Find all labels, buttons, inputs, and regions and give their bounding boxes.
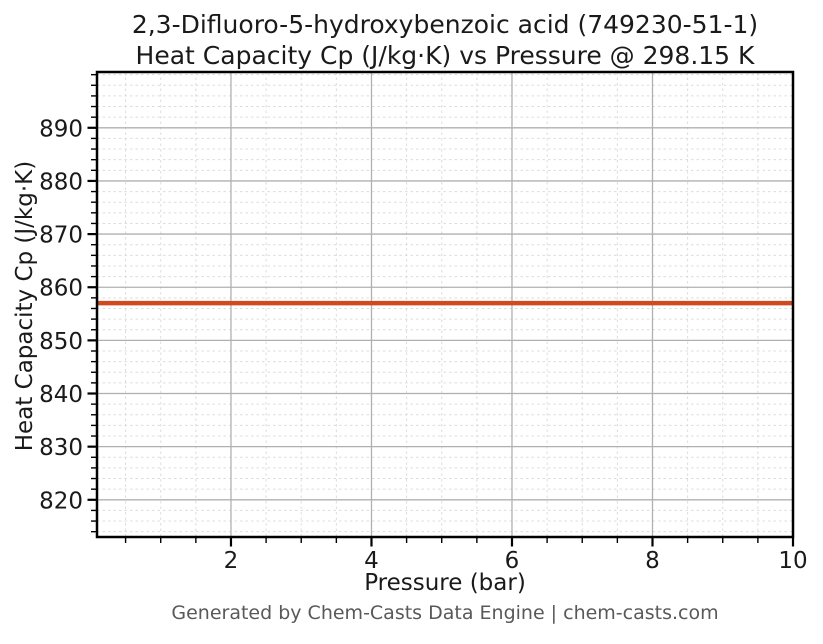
x-tick-label: 6 [505,548,520,574]
footer-credit: Generated by Chem-Casts Data Engine | ch… [171,602,719,624]
y-tick-label: 830 [39,435,83,461]
y-tick-label: 840 [39,382,83,408]
chart-title: 2,3-Difluoro-5-hydroxybenzoic acid (7492… [97,9,793,71]
chart-title-line2: Heat Capacity Cp (J/kg·K) vs Pressure @ … [135,41,755,70]
y-tick-label: 880 [39,169,83,195]
chart-title-line1: 2,3-Difluoro-5-hydroxybenzoic acid (7492… [131,10,759,39]
plot-border [95,70,795,539]
y-axis-label: Heat Capacity Cp (J/kg·K) [12,160,38,452]
y-tick-label: 850 [39,329,83,355]
x-tick-label: 4 [364,548,379,574]
x-tick-label: 2 [224,548,239,574]
y-tick-label: 890 [39,116,83,142]
x-tick-label: 8 [645,548,660,574]
x-axis-label: Pressure (bar) [364,570,526,596]
y-tick-label: 860 [39,276,83,302]
y-tick-label: 820 [39,488,83,514]
y-tick-label: 870 [39,223,83,249]
x-tick-label: 10 [778,548,807,574]
